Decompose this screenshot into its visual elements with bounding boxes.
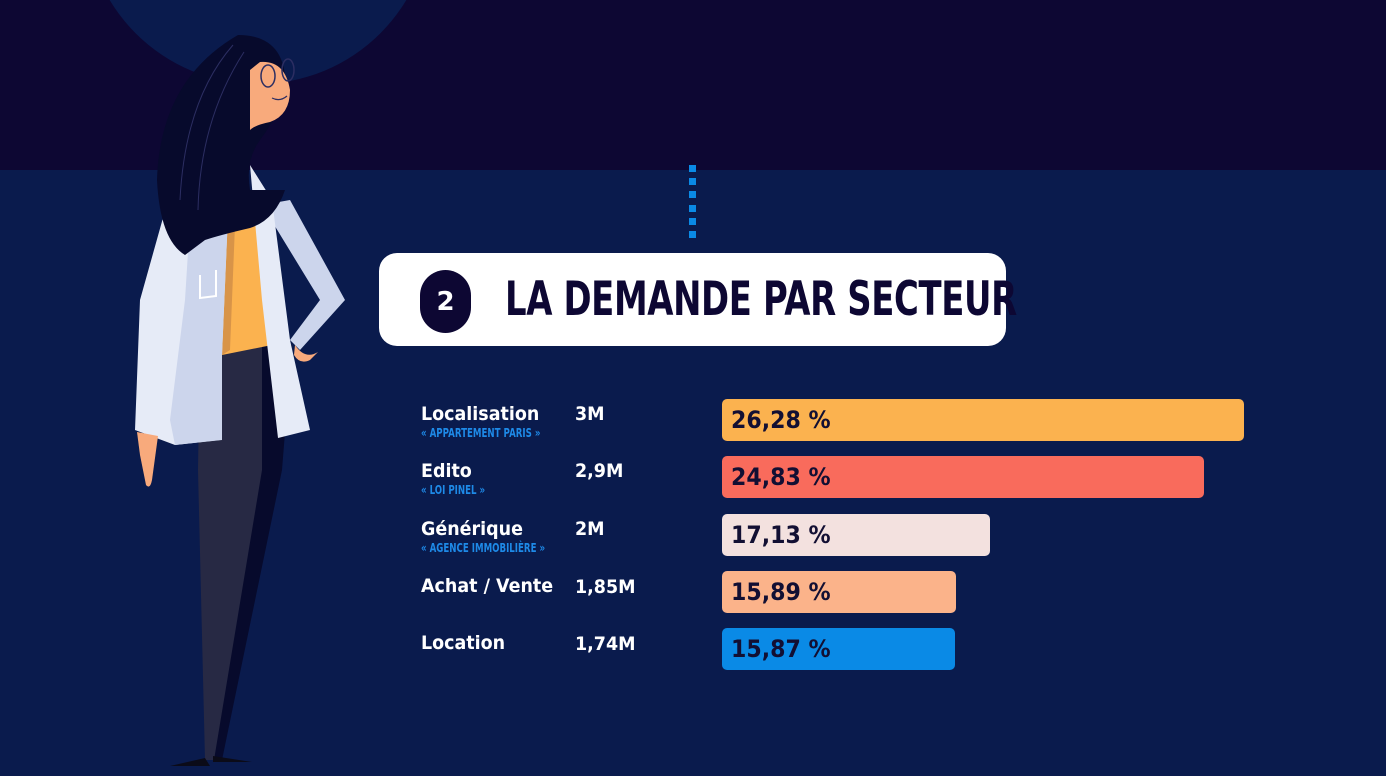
- left-hand: [137, 432, 158, 487]
- hair-strand: [197, 51, 245, 211]
- bar: [722, 628, 955, 671]
- volume-value: 1,74M: [575, 633, 636, 656]
- bar-value-label: 26,28 %: [731, 406, 831, 434]
- left-shoe: [170, 758, 210, 766]
- volume-value: 3M: [575, 403, 605, 425]
- bar: [722, 570, 956, 613]
- glasses-lens: [260, 64, 276, 88]
- bar-value-label: 15,87 %: [731, 635, 831, 664]
- doctor-illustration: [135, 35, 345, 766]
- right-arm: [262, 200, 345, 350]
- volume-value: 1,85M: [575, 575, 636, 598]
- category-sublabel: « LOI PINEL »: [421, 483, 486, 498]
- page-title: LA DEMANDE PAR SECTEUR: [505, 272, 1017, 327]
- category-label: Achat / Vente: [421, 574, 554, 597]
- right-shoe: [213, 756, 252, 762]
- face: [250, 61, 290, 130]
- volume-value: 2,9M: [575, 460, 624, 483]
- coat-pocket: [199, 270, 217, 300]
- smile: [271, 95, 288, 101]
- coat-left-shade: [170, 215, 228, 445]
- coat-right: [250, 165, 310, 438]
- bar-value-label: 17,13 %: [731, 520, 831, 549]
- bar: [722, 456, 1204, 499]
- category-label: Location: [421, 632, 506, 655]
- volume-value: 2M: [575, 517, 605, 540]
- category-label: Générique: [421, 517, 523, 540]
- category-label: Edito: [421, 460, 472, 483]
- bar: [722, 399, 1244, 441]
- right-leg: [214, 345, 292, 760]
- category-sublabel: « APPARTEMENT PARIS »: [421, 426, 541, 440]
- glasses-lens: [281, 58, 295, 82]
- bar-value-label: 24,83 %: [731, 463, 831, 492]
- bar-value-label: 15,89 %: [731, 577, 831, 606]
- hair-strand: [179, 44, 234, 201]
- section-number-badge: 2: [420, 270, 471, 333]
- title-card: 2 LA DEMANDE PAR SECTEUR: [379, 253, 1017, 346]
- left-leg: [198, 345, 275, 760]
- category-sublabel: « AGENCE IMMOBILIÈRE »: [421, 540, 546, 555]
- right-hand: [294, 345, 318, 362]
- bar: [722, 513, 990, 556]
- dotted-connector: [689, 165, 696, 239]
- category-label: Localisation: [421, 403, 540, 425]
